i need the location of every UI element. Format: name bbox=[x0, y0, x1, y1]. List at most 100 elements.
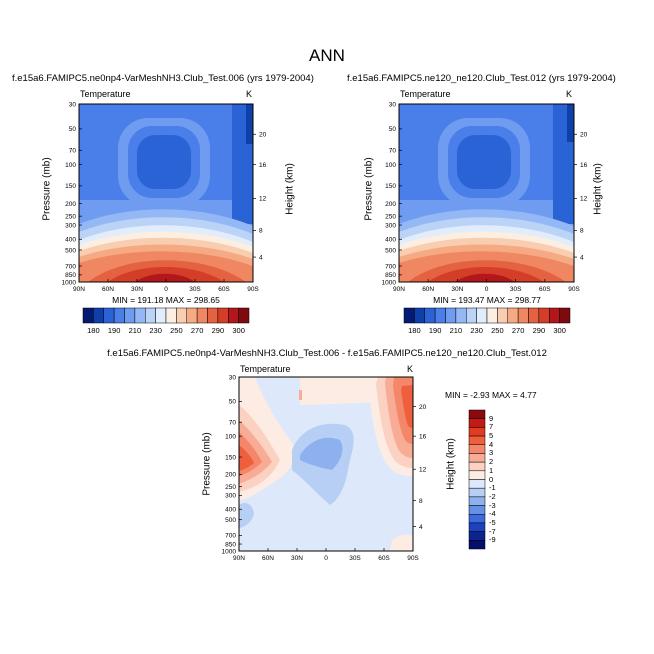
colorbar-label: -1 bbox=[489, 483, 496, 493]
colorbar-label: -9 bbox=[489, 535, 496, 545]
panel3-field-band bbox=[239, 445, 254, 471]
colorbar-cell bbox=[238, 307, 250, 324]
y-tick-label: 300 bbox=[65, 222, 76, 229]
page-title: ANN bbox=[309, 46, 345, 65]
colorbar-cell bbox=[468, 487, 486, 498]
y-tick-label: 200 bbox=[65, 201, 76, 208]
x-tick-label: 0 bbox=[485, 286, 489, 293]
colorbar-cell bbox=[468, 479, 486, 489]
colorbar-label: -4 bbox=[489, 509, 496, 519]
colorbar-cell bbox=[468, 505, 486, 515]
panel3-field-band bbox=[300, 437, 343, 470]
colorbar-cell bbox=[468, 461, 486, 472]
y-tick-label: 70 bbox=[229, 420, 237, 427]
height-tick-label: 20 bbox=[580, 132, 588, 139]
colorbar-label: 7 bbox=[489, 422, 494, 432]
x-tick-label: 0 bbox=[324, 555, 328, 562]
panel1-field-band bbox=[135, 273, 195, 282]
panel1-title: f.e15a6.FAMIPC5.ne0np4-VarMeshNH3.Club_T… bbox=[12, 73, 314, 84]
x-tick-label: 30N bbox=[451, 286, 463, 293]
height-tick-label: 12 bbox=[580, 196, 588, 203]
y-tick-label: 250 bbox=[65, 213, 76, 220]
colorbar-cell bbox=[468, 470, 486, 480]
x-tick-label: 60S bbox=[378, 555, 390, 562]
colorbar-cell bbox=[468, 453, 486, 463]
panel2-units: K bbox=[566, 89, 573, 99]
y-tick-label: 30 bbox=[229, 374, 237, 381]
y-tick-label: 200 bbox=[225, 472, 236, 479]
height-tick-label: 8 bbox=[580, 228, 584, 235]
colorbar-label: 3 bbox=[489, 448, 494, 458]
height-tick-label: 16 bbox=[580, 162, 588, 169]
colorbar-label: 9 bbox=[489, 413, 494, 423]
colorbar-cell bbox=[468, 418, 486, 428]
panel2-field-band bbox=[455, 273, 515, 282]
panel1-stats: MIN = 191.18 MAX = 298.65 bbox=[112, 295, 220, 305]
panel3-variable: Temperature bbox=[240, 364, 291, 374]
colorbar-cell bbox=[468, 531, 486, 541]
height-tick-label: 8 bbox=[419, 498, 423, 505]
y-tick-label: 850 bbox=[225, 541, 236, 548]
x-tick-label: 90N bbox=[233, 555, 245, 562]
x-tick-label: 30S bbox=[189, 286, 201, 293]
y-tick-label: 100 bbox=[385, 162, 396, 169]
y-tick-label: 200 bbox=[385, 201, 396, 208]
panel2-colorbar-cells bbox=[403, 307, 571, 324]
colorbar-label: 180 bbox=[87, 326, 100, 335]
colorbar-cell bbox=[468, 409, 486, 419]
colorbar-label: 210 bbox=[128, 326, 142, 335]
colorbar-label: 190 bbox=[107, 326, 121, 335]
panel3-field-band bbox=[390, 534, 413, 551]
height-tick-label: 16 bbox=[259, 162, 267, 169]
y-tick-label: 300 bbox=[385, 222, 396, 229]
colorbar-cell bbox=[468, 540, 486, 550]
y-tick-label: 150 bbox=[65, 183, 76, 190]
y-tick-label: 700 bbox=[225, 533, 236, 540]
y-tick-label: 30 bbox=[69, 101, 77, 108]
colorbar-label: -3 bbox=[489, 500, 496, 510]
colorbar-cell bbox=[559, 307, 571, 324]
panel3-field-band bbox=[239, 503, 254, 528]
panel1-ticks: 90N 60N 30N 0 30S 60S 90S 30 50 70 100 150 200 250 300… bbox=[62, 101, 267, 293]
colorbar-label: -5 bbox=[489, 517, 496, 527]
x-tick-label: 60N bbox=[422, 286, 434, 293]
x-tick-label: 30N bbox=[131, 286, 143, 293]
colorbar-label: 230 bbox=[149, 326, 162, 335]
y-tick-label: 400 bbox=[385, 237, 396, 244]
colorbar-label: 250 bbox=[491, 326, 504, 335]
panel2-field-band bbox=[567, 104, 574, 142]
colorbar-label: 290 bbox=[211, 326, 225, 335]
x-tick-label: 60S bbox=[539, 286, 551, 293]
colorbar-cell bbox=[468, 522, 486, 532]
y-tick-label: 500 bbox=[225, 517, 236, 524]
colorbar-label: 190 bbox=[428, 326, 442, 335]
colorbar-label: 250 bbox=[170, 326, 183, 335]
y-tick-label: 150 bbox=[225, 454, 236, 461]
colorbar-label: 270 bbox=[190, 326, 204, 335]
panel3-stats: MIN = -2.93 MAX = 4.77 bbox=[445, 390, 537, 400]
height-tick-label: 8 bbox=[259, 228, 263, 235]
colorbar-label: 270 bbox=[511, 326, 525, 335]
x-tick-label: 90N bbox=[393, 286, 405, 293]
x-tick-label: 60N bbox=[262, 555, 274, 562]
panel3-title: f.e15a6.FAMIPC5.ne0np4-VarMeshNH3.Club_T… bbox=[107, 348, 547, 359]
x-tick-label: 90S bbox=[247, 286, 259, 293]
panel3-field-band bbox=[401, 385, 413, 428]
panel2-stats: MIN = 193.47 MAX = 298.77 bbox=[433, 295, 541, 305]
panel1-field-band bbox=[137, 135, 191, 189]
colorbar-label: 2 bbox=[489, 457, 494, 467]
colorbar-label: 290 bbox=[532, 326, 546, 335]
colorbar-label: 210 bbox=[449, 326, 463, 335]
x-tick-label: 30S bbox=[349, 555, 361, 562]
y-tick-label: 100 bbox=[225, 433, 236, 440]
colorbar-label: 230 bbox=[470, 326, 483, 335]
colorbar-label: 0 bbox=[489, 474, 494, 484]
colorbar-label: -2 bbox=[489, 491, 496, 501]
colorbar-cell bbox=[468, 514, 486, 524]
panel2-ticks: 90N 60N 30N 0 30S 60S 90S 30 50 70 100 150 200 250 300… bbox=[382, 101, 588, 293]
